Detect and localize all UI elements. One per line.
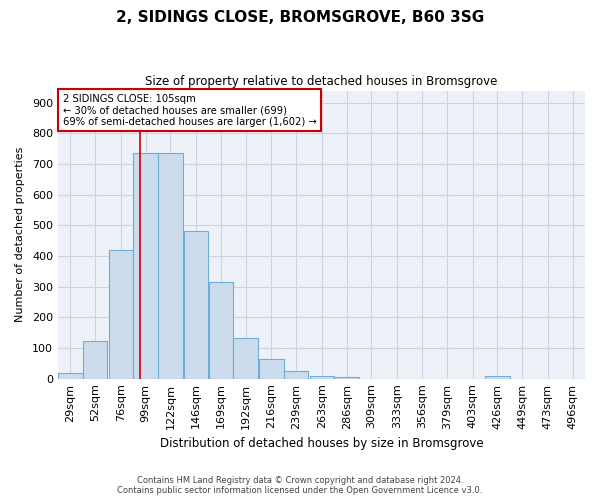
Bar [310, 376, 334, 378]
Bar [109, 250, 133, 378]
Bar [485, 376, 509, 378]
Bar [259, 359, 284, 378]
Bar [233, 338, 258, 378]
Bar [133, 154, 158, 378]
Title: Size of property relative to detached houses in Bromsgrove: Size of property relative to detached ho… [145, 75, 497, 88]
Bar [184, 230, 208, 378]
Text: Contains HM Land Registry data © Crown copyright and database right 2024.
Contai: Contains HM Land Registry data © Crown c… [118, 476, 482, 495]
Bar [83, 342, 107, 378]
Text: 2, SIDINGS CLOSE, BROMSGROVE, B60 3SG: 2, SIDINGS CLOSE, BROMSGROVE, B60 3SG [116, 10, 484, 25]
Bar [209, 282, 233, 378]
Bar [334, 376, 359, 378]
Y-axis label: Number of detached properties: Number of detached properties [15, 147, 25, 322]
Bar [58, 372, 83, 378]
Bar [284, 371, 308, 378]
X-axis label: Distribution of detached houses by size in Bromsgrove: Distribution of detached houses by size … [160, 437, 483, 450]
Text: 2 SIDINGS CLOSE: 105sqm
← 30% of detached houses are smaller (699)
69% of semi-d: 2 SIDINGS CLOSE: 105sqm ← 30% of detache… [63, 94, 317, 127]
Bar [158, 154, 182, 378]
